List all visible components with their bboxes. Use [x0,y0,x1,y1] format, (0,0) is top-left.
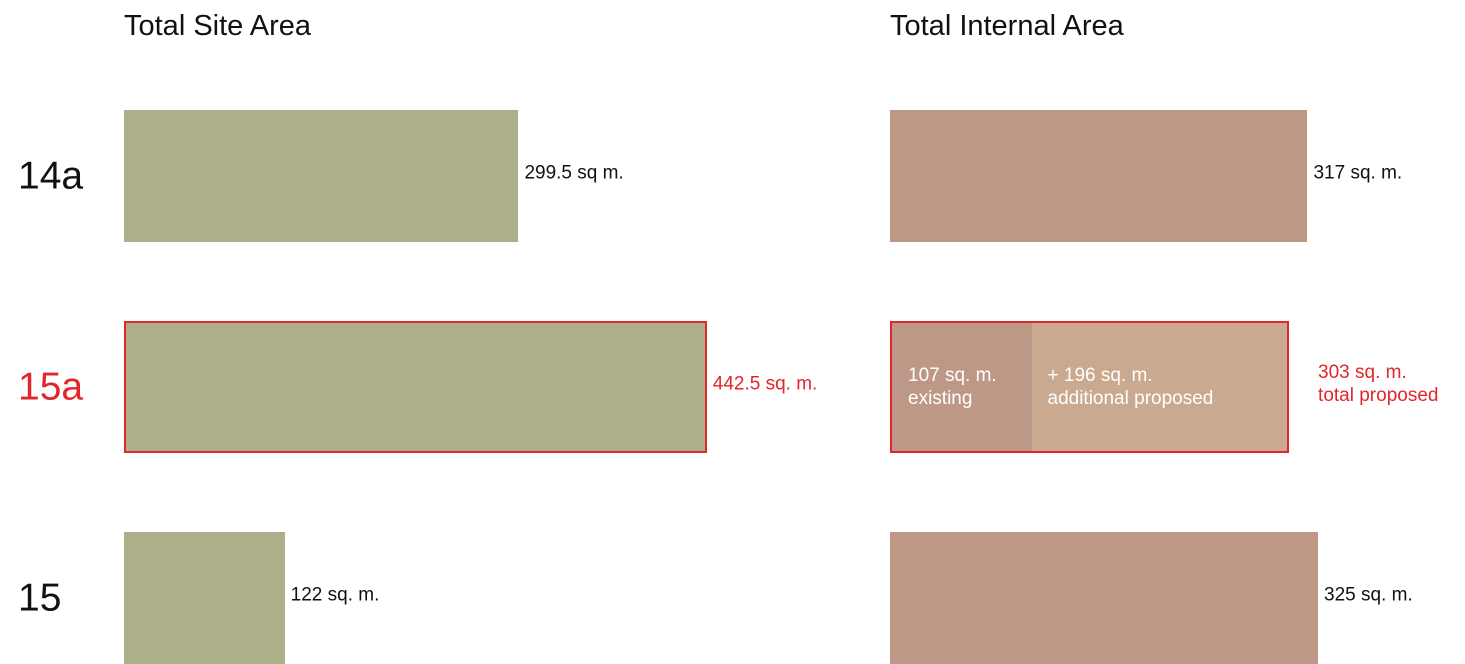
bar-segment [890,110,1308,242]
segment-label: + 196 sq. m. additional proposed [1047,365,1214,409]
bar-segment: + 196 sq. m. additional proposed [1031,323,1288,451]
row-label-15: 15 [18,576,62,620]
value-label-15a: 442.5 sq. m. [712,373,818,395]
bar-segment [124,532,285,664]
value-label-15a: 303 sq. m. total proposed [1318,362,1439,406]
bar-site-15 [124,532,285,664]
row-label-15a: 15a [18,365,84,409]
bar-segment: 107 sq. m. existing [892,323,1032,451]
bar-internal-15a: 107 sq. m. existing + 196 sq. m. additional… [890,321,1290,453]
bar-site-15a [124,321,707,453]
bar-internal-14a [890,110,1308,242]
segment-label: 107 sq. m. existing [908,365,997,409]
bar-segment [126,323,705,451]
bar-segment [124,110,519,242]
value-label-15: 325 sq. m. [1324,584,1413,606]
panel-title: Total Internal Area [890,10,1124,42]
value-label-14a: 299.5 sq m. [524,162,624,184]
panel-title: Total Site Area [124,10,311,42]
value-label-14a: 317 sq. m. [1313,162,1403,184]
bar-site-14a [124,110,519,242]
value-label-15: 122 sq. m. [290,584,380,606]
bar-segment [890,532,1319,664]
bar-internal-15 [890,532,1319,664]
row-label-14a: 14a [18,154,84,198]
